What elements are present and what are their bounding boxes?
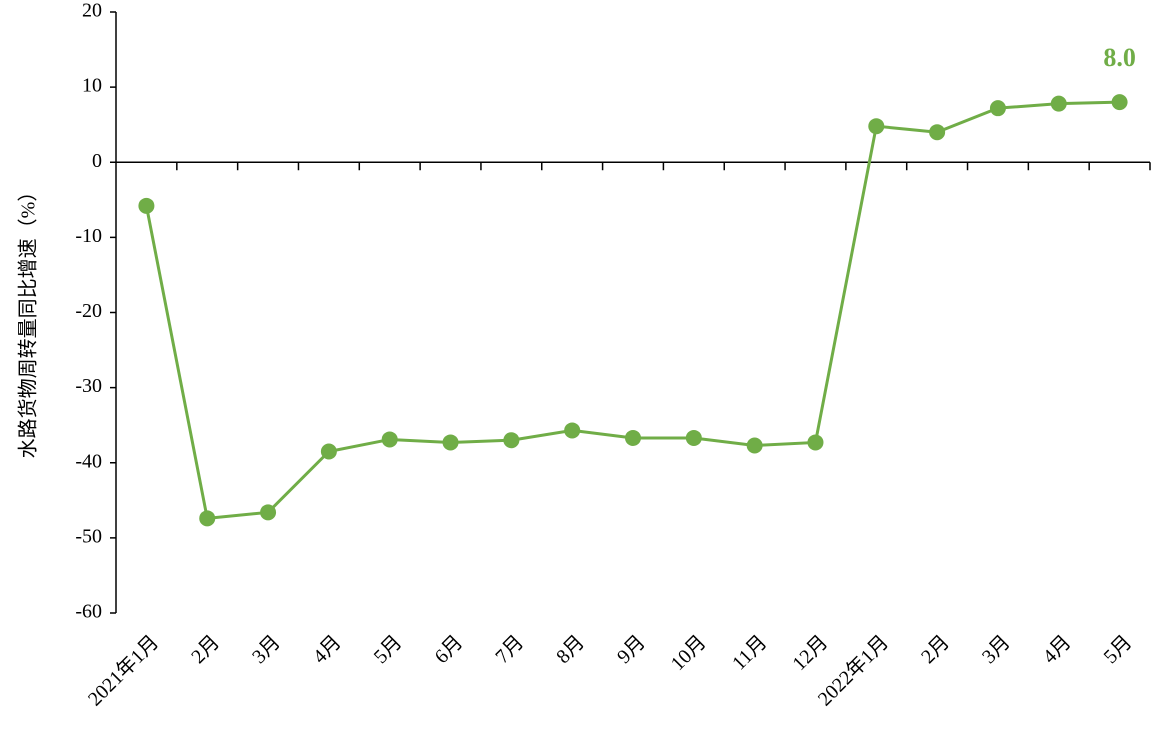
y-tick-label: 20 [82, 0, 102, 22]
x-tick-label: 3月 [978, 631, 1015, 668]
x-tick-label: 2月 [187, 631, 224, 668]
x-tick-label: 5月 [370, 631, 407, 668]
x-tick-label: 12月 [788, 631, 832, 675]
data-label: 8.0 [1103, 43, 1136, 72]
point [746, 437, 763, 454]
y-tick-label: 0 [92, 150, 102, 172]
x-tick-label: 7月 [491, 631, 528, 668]
point [138, 197, 155, 214]
point [503, 432, 520, 449]
point [868, 118, 885, 135]
x-tick-label: 11月 [728, 631, 771, 674]
point [564, 422, 581, 439]
point [442, 434, 459, 451]
x-tick-label: 3月 [248, 631, 285, 668]
point [381, 431, 398, 448]
y-tick-label: -60 [75, 601, 102, 623]
x-tick-label: 5月 [1100, 631, 1137, 668]
y-axis-label: 水路货物周转量同比增速（%） [17, 182, 40, 459]
x-tick-label: 6月 [431, 631, 468, 668]
y-tick-label: -30 [75, 375, 102, 397]
point [1050, 95, 1067, 112]
x-tick-label: 2月 [917, 631, 954, 668]
x-tick-label: 8月 [552, 631, 589, 668]
y-tick-label: 10 [82, 75, 102, 97]
x-tick-label: 4月 [1039, 631, 1076, 668]
point [625, 429, 641, 446]
point [1111, 94, 1128, 111]
x-tick-label: 2021年1月 [83, 631, 163, 711]
point [989, 100, 1006, 117]
x-tick-label: 10月 [667, 631, 711, 675]
point [320, 443, 337, 460]
y-tick-label: -20 [75, 300, 102, 322]
point [807, 434, 824, 451]
y-tick-label: -50 [75, 525, 102, 547]
point [199, 510, 216, 527]
point [685, 429, 702, 446]
y-tick-label: -40 [75, 450, 102, 472]
point [929, 124, 946, 141]
point [260, 504, 277, 521]
x-tick-label: 9月 [613, 631, 650, 668]
line [144, 100, 1120, 520]
x-tick-label: 4月 [309, 631, 346, 668]
y-tick-label: -10 [75, 225, 102, 247]
